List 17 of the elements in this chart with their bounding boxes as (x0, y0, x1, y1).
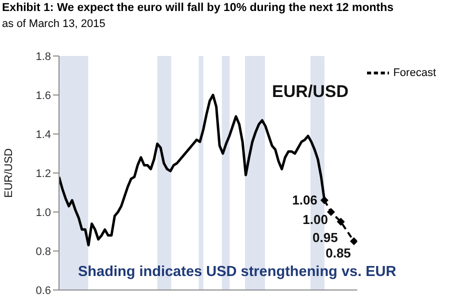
chart-subtitle: as of March 13, 2015 (2, 18, 106, 30)
y-tick-label: 0.6 (36, 284, 51, 297)
annotation: Shading indicates USD strengthening vs. EUR (78, 264, 396, 280)
y-tick-label: 1.2 (36, 168, 51, 180)
data-label: 0.95 (312, 230, 338, 245)
y-tick-label: 1.8 (36, 50, 51, 63)
data-label: 1.06 (292, 192, 318, 208)
y-tick-label: 0.8 (36, 246, 51, 258)
legend-label: Forecast (393, 66, 436, 79)
chart-title: Exhibit 1: We expect the euro will fall by 10% during the next 12 months (2, 2, 394, 14)
data-label: 1.00 (302, 212, 328, 227)
y-axis-title: EUR/USD (2, 148, 15, 198)
y-tick-label: 1.0 (36, 206, 51, 219)
annotation: EUR/USD (272, 82, 349, 102)
y-tick-label: 1.4 (36, 128, 51, 141)
data-label: 0.85 (326, 245, 351, 260)
y-tick-label: 1.6 (36, 90, 51, 102)
